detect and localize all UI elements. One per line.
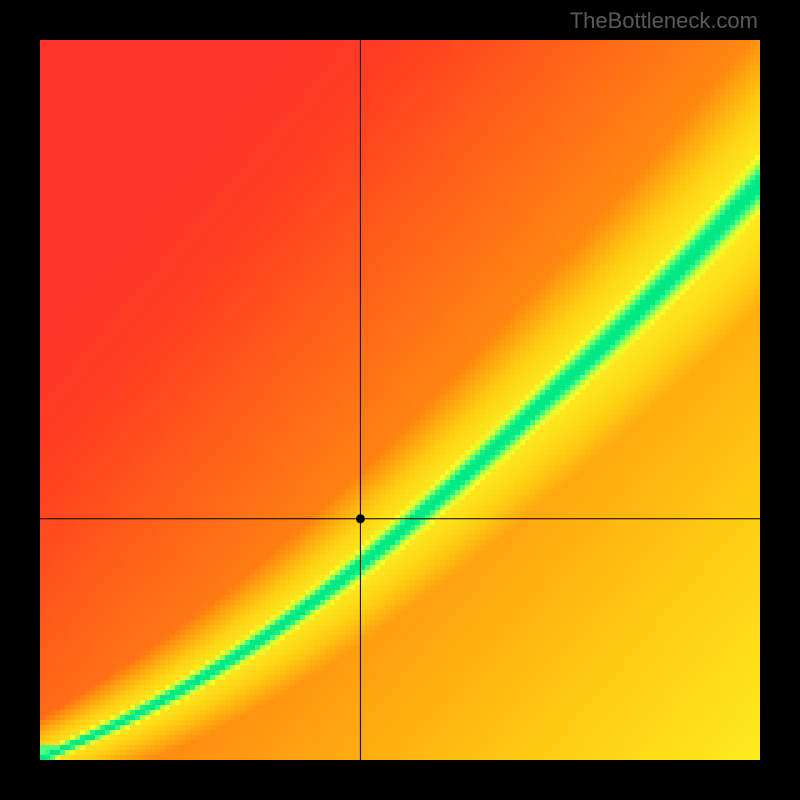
- watermark-text: TheBottleneck.com: [570, 8, 758, 34]
- chart-container: TheBottleneck.com: [0, 0, 800, 800]
- bottleneck-heatmap: [40, 40, 760, 760]
